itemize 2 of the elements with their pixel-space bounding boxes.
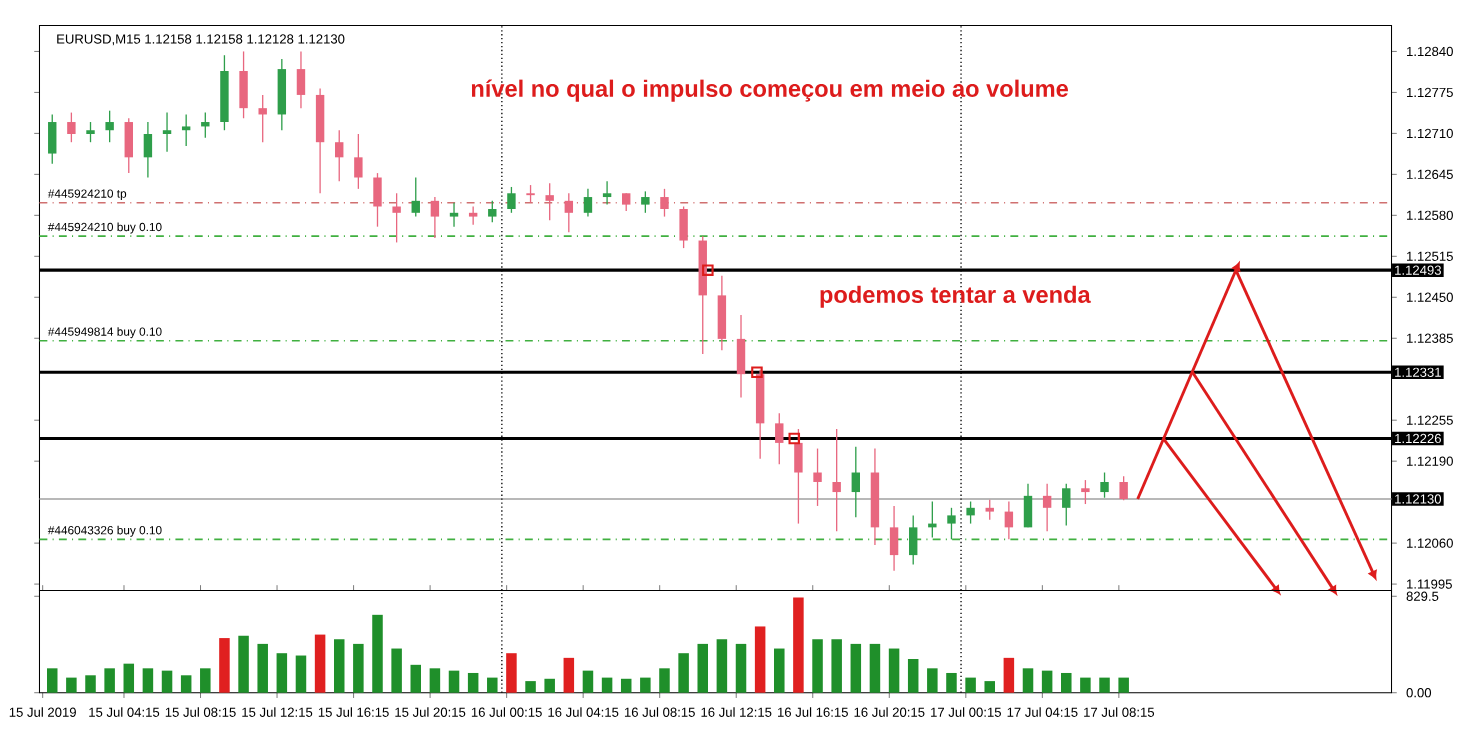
annotation: podemos tentar a venda <box>820 285 1091 308</box>
annotation: nível no qual o impulso começou em meio ao volume <box>471 79 1068 102</box>
